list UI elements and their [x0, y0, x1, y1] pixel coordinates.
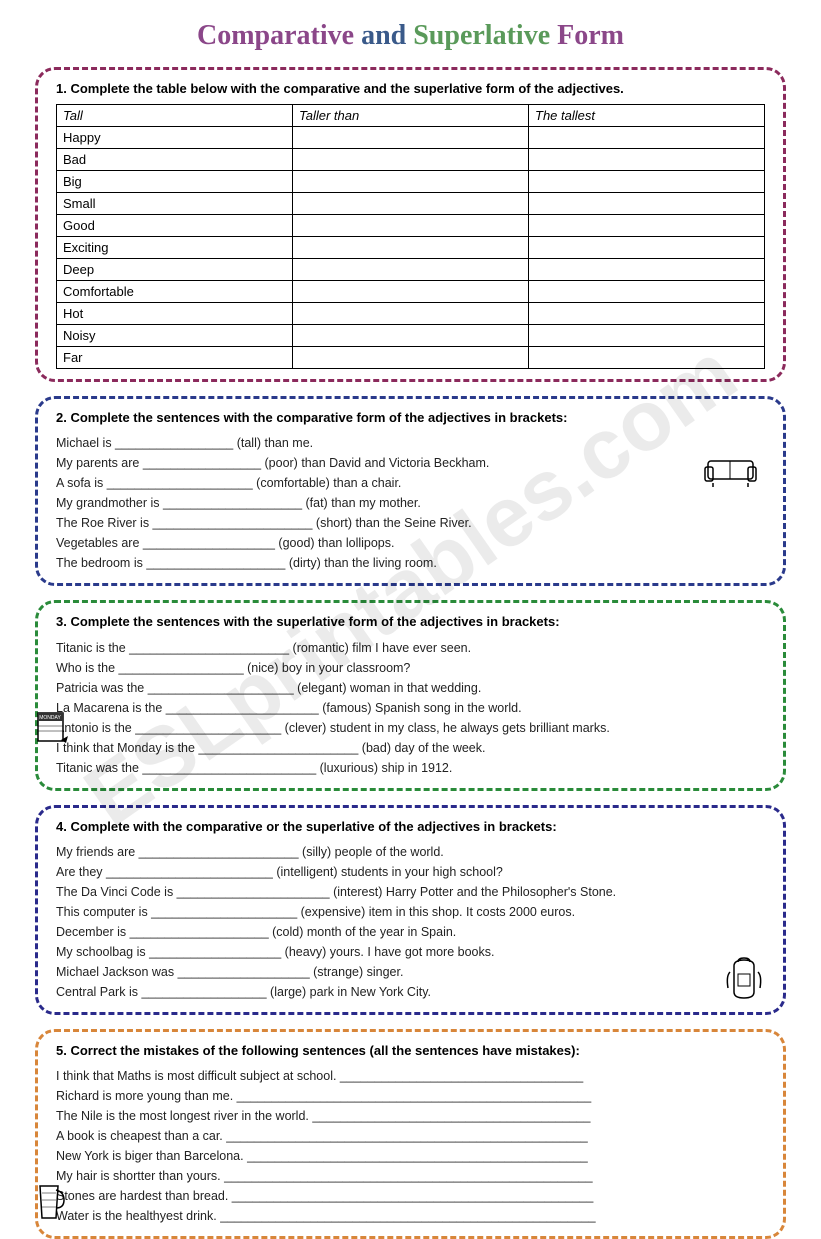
title-part: Comparative — [197, 20, 354, 51]
sentence: December is ____________________ (cold) … — [56, 922, 765, 942]
title-part: Form — [557, 20, 624, 51]
table-cell[interactable] — [293, 237, 529, 259]
table-cell[interactable] — [293, 149, 529, 171]
table-row: Far — [57, 347, 765, 369]
table-row: Good — [57, 215, 765, 237]
instruction: 4. Complete with the comparative or the … — [56, 818, 765, 836]
sentence: My grandmother is ____________________ (… — [56, 493, 765, 513]
sentence: A book is cheapest than a car. _________… — [56, 1126, 765, 1146]
table-cell[interactable] — [529, 193, 765, 215]
exercise-2-box: 2. Complete the sentences with the compa… — [35, 396, 786, 586]
table-cell: Noisy — [57, 325, 293, 347]
jug-icon — [30, 1178, 68, 1226]
table-row: Small — [57, 193, 765, 215]
sentence: Titanic was the ________________________… — [56, 758, 765, 778]
calendar-icon: MONDAY — [33, 708, 68, 748]
table-cell: Good — [57, 215, 293, 237]
table-cell: Hot — [57, 303, 293, 325]
sentence: Michael Jackson was ___________________ … — [56, 962, 765, 982]
sentence: Are they ________________________ (intel… — [56, 862, 765, 882]
table-cell[interactable] — [293, 325, 529, 347]
table-row: TallTaller thanThe tallest — [57, 105, 765, 127]
instruction: 1. Complete the table below with the com… — [56, 80, 765, 98]
sentence: Titanic is the _______________________ (… — [56, 638, 765, 658]
table-row: Happy — [57, 127, 765, 149]
title-part: and — [354, 20, 413, 51]
sentence: Michael is _________________ (tall) than… — [56, 433, 765, 453]
table-cell[interactable] — [529, 347, 765, 369]
sentence: My schoolbag is ___________________ (hea… — [56, 942, 765, 962]
table-cell[interactable] — [293, 259, 529, 281]
title-part: Superlative — [413, 20, 557, 51]
svg-text:MONDAY: MONDAY — [39, 715, 61, 721]
table-cell[interactable] — [293, 303, 529, 325]
table-cell[interactable] — [293, 127, 529, 149]
sentence: Vegetables are ___________________ (good… — [56, 533, 765, 553]
sentence: A sofa is _____________________ (comfort… — [56, 473, 765, 493]
table-cell: Deep — [57, 259, 293, 281]
sentence: Central Park is __________________ (larg… — [56, 982, 765, 1002]
sentence: The Nile is the most longest river in th… — [56, 1106, 765, 1126]
sentence: Richard is more young than me. _________… — [56, 1086, 765, 1106]
table-cell: Happy — [57, 127, 293, 149]
table-cell[interactable] — [529, 215, 765, 237]
instruction: 3. Complete the sentences with the super… — [56, 613, 765, 631]
table-cell[interactable] — [529, 303, 765, 325]
table-cell: Exciting — [57, 237, 293, 259]
table-cell[interactable] — [529, 237, 765, 259]
table-cell[interactable] — [293, 193, 529, 215]
table-cell[interactable] — [293, 281, 529, 303]
sentence: Stones are hardest than bread. _________… — [56, 1186, 765, 1206]
sentence: Water is the healthyest drink. _________… — [56, 1206, 765, 1226]
backpack-icon — [720, 954, 768, 1002]
table-cell[interactable] — [293, 171, 529, 193]
sentence: New York is biger than Barcelona. ______… — [56, 1146, 765, 1166]
sentence: Who is the __________________ (nice) boy… — [56, 658, 765, 678]
table-cell[interactable] — [529, 325, 765, 347]
table-cell: Comfortable — [57, 281, 293, 303]
instruction: 5. Correct the mistakes of the following… — [56, 1042, 765, 1060]
sentence: La Macarena is the _____________________… — [56, 698, 765, 718]
sentence: My friends are _______________________ (… — [56, 842, 765, 862]
table-cell[interactable] — [293, 347, 529, 369]
exercise-3-box: MONDAY 3. Complete the sentences with th… — [35, 600, 786, 790]
page-title: Comparative and Superlative Form — [35, 20, 786, 52]
table-cell[interactable] — [529, 171, 765, 193]
instruction: 2. Complete the sentences with the compa… — [56, 409, 765, 427]
sentence: Antonio is the _____________________ (cl… — [56, 718, 765, 738]
table-row: Big — [57, 171, 765, 193]
sentence: The Roe River is _______________________… — [56, 513, 765, 533]
table-cell: Tall — [57, 105, 293, 127]
table-cell: Taller than — [293, 105, 529, 127]
table-cell[interactable] — [293, 215, 529, 237]
sofa-icon — [703, 449, 758, 489]
table-row: Noisy — [57, 325, 765, 347]
sentence: My parents are _________________ (poor) … — [56, 453, 765, 473]
exercise-1-box: 1. Complete the table below with the com… — [35, 67, 786, 382]
table-cell[interactable] — [529, 259, 765, 281]
table-row: Deep — [57, 259, 765, 281]
table-row: Comfortable — [57, 281, 765, 303]
sentence: I think that Monday is the _____________… — [56, 738, 765, 758]
worksheet-page: ESLprintables.com Comparative and Superl… — [0, 0, 821, 1169]
sentence: I think that Maths is most difficult sub… — [56, 1066, 765, 1086]
table-cell: Far — [57, 347, 293, 369]
sentence: The bedroom is ____________________ (dir… — [56, 553, 765, 573]
table-row: Exciting — [57, 237, 765, 259]
table-cell[interactable] — [529, 149, 765, 171]
sentence: Patricia was the _____________________ (… — [56, 678, 765, 698]
sentence: This computer is _____________________ (… — [56, 902, 765, 922]
exercise-5-box: 5. Correct the mistakes of the following… — [35, 1029, 786, 1239]
exercise-4-box: 4. Complete with the comparative or the … — [35, 805, 786, 1015]
table-cell: Bad — [57, 149, 293, 171]
adjectives-table: TallTaller thanThe tallest Happy Bad Big… — [56, 104, 765, 369]
table-cell: Big — [57, 171, 293, 193]
sentence: The Da Vinci Code is ___________________… — [56, 882, 765, 902]
table-cell: The tallest — [529, 105, 765, 127]
table-row: Bad — [57, 149, 765, 171]
table-row: Hot — [57, 303, 765, 325]
table-cell[interactable] — [529, 281, 765, 303]
table-cell: Small — [57, 193, 293, 215]
table-cell[interactable] — [529, 127, 765, 149]
